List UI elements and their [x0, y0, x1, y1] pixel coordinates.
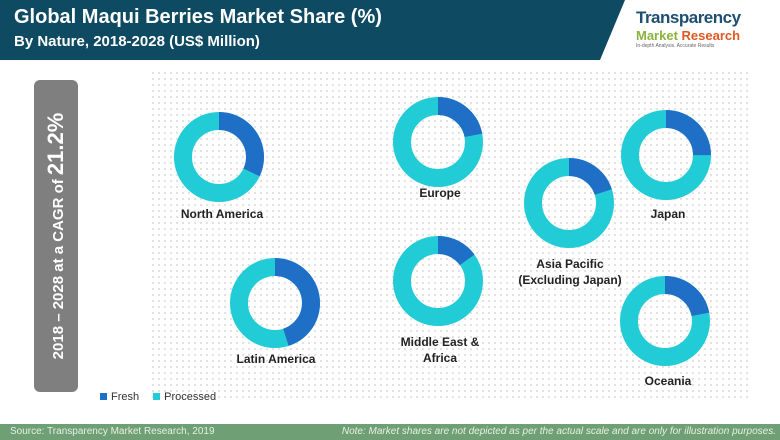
label-oceania: Oceania: [644, 374, 692, 388]
donut-fresh-japan: [621, 110, 711, 200]
source-text: Source: Transparency Market Research, 20…: [10, 426, 215, 437]
logo-research: Research: [681, 28, 741, 43]
label-mea-line2: Africa: [422, 351, 457, 365]
label-ap-line1: Asia Pacific: [536, 257, 604, 271]
label-latin-america: Latin America: [236, 352, 316, 366]
logo: Transparency Market Research In-depth An…: [636, 8, 776, 49]
label-ap-line2: (Excluding Japan): [518, 273, 622, 287]
legend-processed-label: Processed: [164, 391, 217, 403]
footer: Source: Transparency Market Research, 20…: [0, 424, 780, 440]
donut-fresh-oceania: [620, 276, 710, 366]
logo-line1: Transparency: [636, 8, 741, 27]
logo-market: Market: [636, 28, 678, 43]
label-mea-line1: Middle East &: [400, 335, 480, 349]
logo-tagline: In-depth Analysis. Accurate Results: [636, 43, 715, 49]
donut-fresh-latin-america: [230, 258, 320, 348]
legend-processed: Processed: [153, 391, 216, 403]
chart-subtitle: By Nature, 2018-2028 (US$ Million): [14, 33, 260, 50]
logo-line2: Market Research: [636, 28, 776, 43]
legend: Fresh Processed: [100, 391, 216, 403]
chart-title: Global Maqui Berries Market Share (%): [14, 6, 382, 28]
note-text: Note: Market shares are not depicted as …: [341, 426, 776, 437]
label-mea: Middle East & Africa: [401, 334, 480, 366]
fresh-swatch: [100, 393, 107, 400]
label-north-america: North America: [180, 207, 264, 221]
legend-fresh-label: Fresh: [111, 391, 140, 403]
legend-fresh: Fresh: [100, 391, 139, 403]
cagr-sidebar: 2018 – 2028 at a CAGR of 21.2%: [34, 80, 78, 392]
label-japan: Japan: [650, 207, 686, 221]
header-banner: Global Maqui Berries Market Share (%) By…: [0, 0, 625, 60]
label-asia-pacific: Asia Pacific (Excluding Japan): [518, 256, 621, 288]
donut-fresh-middle-east-africa: [393, 236, 483, 326]
donut-fresh-europe: [393, 97, 483, 187]
processed-swatch: [153, 393, 161, 400]
label-europe: Europe: [419, 186, 461, 200]
donut-fresh-asia-pacific-excluding-japan: [524, 158, 614, 248]
donut-fresh-north-america: [174, 112, 264, 202]
